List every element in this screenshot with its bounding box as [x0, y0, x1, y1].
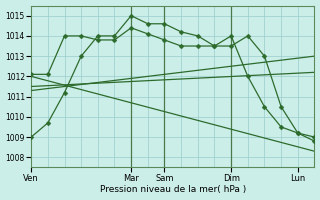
X-axis label: Pression niveau de la mer( hPa ): Pression niveau de la mer( hPa ): [100, 185, 246, 194]
